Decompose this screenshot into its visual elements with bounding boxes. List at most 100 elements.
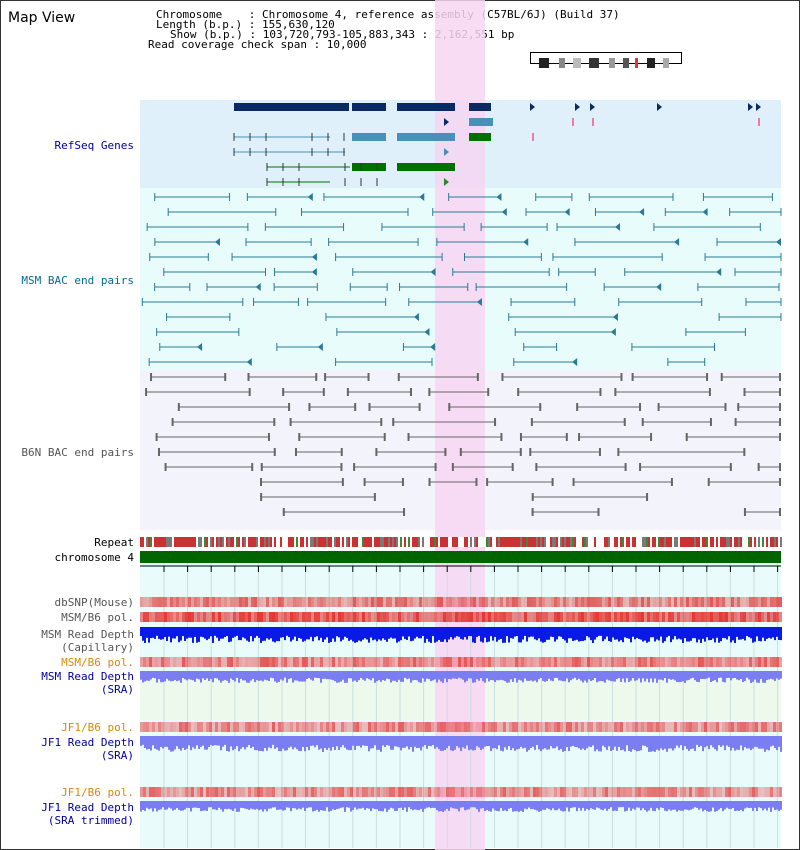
gene-arrow — [444, 118, 449, 126]
heat-cell — [410, 722, 413, 732]
repeat-mark — [532, 537, 534, 547]
gene-block — [469, 133, 491, 141]
depth-bar — [336, 671, 338, 683]
heat-cell — [524, 597, 527, 607]
depth-bar — [722, 671, 724, 682]
repeat-mark — [208, 537, 210, 547]
heat-cell — [728, 722, 731, 732]
depth-bar — [246, 736, 248, 748]
repeat-mark — [500, 537, 502, 547]
heat-cell — [191, 657, 194, 667]
heat-cell — [164, 787, 167, 797]
repeat-mark — [146, 537, 148, 547]
repeat-mark — [366, 537, 368, 547]
heat-cell — [713, 722, 716, 732]
depth-bar — [676, 671, 678, 682]
depth-bar — [748, 671, 750, 680]
depth-bar — [690, 801, 692, 810]
depth-bar — [226, 671, 228, 681]
depth-bar — [572, 627, 574, 641]
depth-bar — [470, 671, 472, 679]
depth-bar — [664, 736, 666, 749]
depth-bar — [608, 736, 610, 747]
heat-cell — [263, 787, 266, 797]
repeat-mark — [348, 537, 350, 547]
depth-bar — [522, 627, 524, 640]
heat-cell — [776, 722, 779, 732]
heat-cell — [677, 612, 680, 622]
heat-cell — [527, 787, 530, 797]
heat-cell — [287, 612, 290, 622]
depth-bar — [684, 627, 686, 639]
heat-cell — [773, 722, 776, 732]
depth-bar — [538, 736, 540, 750]
depth-bar — [456, 736, 458, 747]
heat-cell — [272, 612, 275, 622]
heat-cell — [515, 657, 518, 667]
repeat-mark — [746, 537, 748, 547]
depth-bar — [148, 736, 150, 749]
heat-cell — [200, 787, 203, 797]
depth-bar — [360, 671, 362, 678]
depth-bar — [418, 801, 420, 811]
heat-cell — [692, 597, 695, 607]
depth-bar — [306, 736, 308, 747]
depth-bar — [572, 736, 574, 746]
depth-bar — [474, 627, 476, 643]
heat-cell — [488, 722, 491, 732]
heat-cell — [701, 597, 704, 607]
depth-bar — [372, 736, 374, 749]
depth-bar — [364, 671, 366, 681]
repeat-mark — [514, 537, 516, 547]
heat-cell — [779, 787, 782, 797]
chromosome-idiogram[interactable] — [530, 52, 682, 68]
depth-bar — [386, 736, 388, 746]
heat-cell — [686, 612, 689, 622]
depth-bar — [198, 736, 200, 749]
bac-end — [315, 373, 318, 381]
heat-cell — [347, 657, 350, 667]
depth-bar — [766, 736, 768, 750]
depth-bar — [548, 627, 550, 640]
depth-bar — [164, 736, 166, 747]
heat-cell — [290, 657, 293, 667]
heat-cell — [494, 597, 497, 607]
heat-cell — [584, 612, 587, 622]
depth-bar — [476, 736, 478, 747]
depth-bar — [282, 671, 284, 681]
depth-bar — [408, 671, 410, 679]
depth-bar — [394, 801, 396, 812]
depth-bar — [484, 627, 486, 638]
repeat-mark — [740, 537, 742, 547]
heat-cell — [527, 657, 530, 667]
heat-cell — [332, 597, 335, 607]
heat-cell — [698, 597, 701, 607]
depth-bar — [314, 801, 316, 811]
heat-cell — [266, 657, 269, 667]
depth-bar — [218, 671, 220, 681]
heat-cell — [344, 612, 347, 622]
depth-bar — [770, 671, 772, 679]
depth-bar — [354, 627, 356, 643]
depth-bar — [652, 627, 654, 638]
depth-bar — [146, 801, 148, 808]
bac-arrow — [311, 268, 317, 276]
heat-cell — [170, 787, 173, 797]
depth-bar — [458, 627, 460, 637]
depth-bar — [588, 801, 590, 811]
depth-bar — [230, 671, 232, 679]
repeat-mark — [590, 537, 592, 547]
heat-cell — [308, 787, 311, 797]
depth-bar — [466, 736, 468, 746]
depth-bar — [430, 736, 432, 747]
depth-bar — [502, 627, 504, 643]
heat-cell — [422, 657, 425, 667]
depth-bar — [328, 671, 330, 680]
depth-bar — [304, 627, 306, 641]
heat-cell — [623, 612, 626, 622]
heat-cell — [143, 657, 146, 667]
heat-cell — [386, 657, 389, 667]
heat-cell — [149, 722, 152, 732]
